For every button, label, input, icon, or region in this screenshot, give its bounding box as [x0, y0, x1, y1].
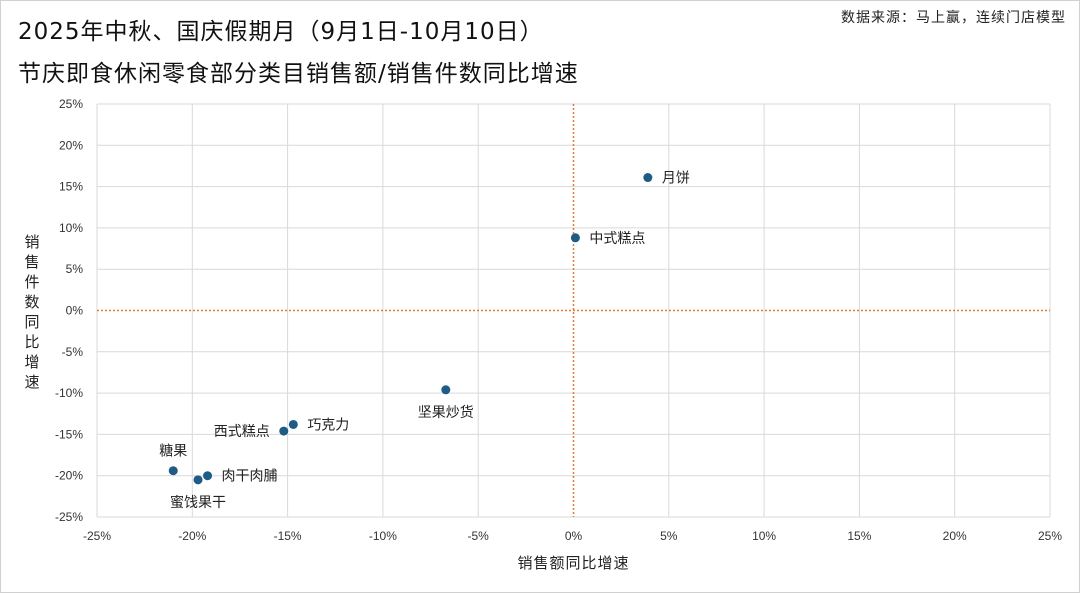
x-axis-label: 销售额同比增速: [517, 554, 630, 572]
data-label: 坚果炒货: [418, 404, 474, 421]
data-point: [570, 233, 580, 243]
y-tick-label: -5%: [62, 345, 84, 359]
data-point: [643, 173, 653, 183]
y-tick-label: -20%: [55, 469, 83, 483]
x-tick-label: 25%: [1038, 529, 1062, 543]
data-label: 月饼: [662, 171, 690, 187]
y-tick-label: 0%: [66, 304, 84, 318]
data-point: [193, 475, 203, 485]
y-tick-label: 20%: [59, 138, 83, 152]
data-label: 蜜饯果干: [170, 495, 226, 511]
data-point: [168, 466, 178, 476]
chart-title-line2: 节庆即食休闲零食部分类目销售额/销售件数同比增速: [18, 61, 579, 87]
x-tick-label: -25%: [83, 529, 111, 543]
x-tick-label: -15%: [274, 529, 302, 543]
y-tick-label: -10%: [55, 386, 83, 400]
y-tick-label: 5%: [66, 262, 84, 276]
data-label: 西式糕点: [214, 424, 270, 440]
y-tick-label: 25%: [59, 97, 83, 111]
data-point: [441, 385, 451, 395]
x-tick-label: 15%: [847, 529, 871, 543]
data-point: [288, 419, 298, 429]
x-tick-label: 10%: [752, 529, 776, 543]
data-label: 肉干肉脯: [222, 469, 278, 485]
y-tick-label: -25%: [55, 510, 83, 524]
x-tick-label: -5%: [468, 529, 490, 543]
x-tick-label: -10%: [369, 529, 397, 543]
data-point: [279, 426, 289, 436]
y-axis-label: 销售件数同比增速: [24, 233, 40, 391]
data-label: 巧克力: [307, 417, 349, 433]
data-label: 中式糕点: [589, 231, 645, 247]
chart-title-line1: 2025年中秋、国庆假期月（9月1日-10月10日）: [18, 19, 544, 45]
data-label: 糖果: [159, 444, 187, 460]
data-source: 数据来源：马上赢，连续门店模型: [841, 10, 1066, 26]
y-tick-label: 10%: [59, 221, 83, 235]
x-tick-label: 20%: [943, 529, 967, 543]
x-tick-label: 0%: [565, 529, 583, 543]
y-tick-label: 15%: [59, 180, 83, 194]
data-point: [203, 471, 213, 481]
x-tick-label: 5%: [660, 529, 678, 543]
y-tick-label: -15%: [55, 427, 83, 441]
x-tick-label: -20%: [178, 529, 206, 543]
